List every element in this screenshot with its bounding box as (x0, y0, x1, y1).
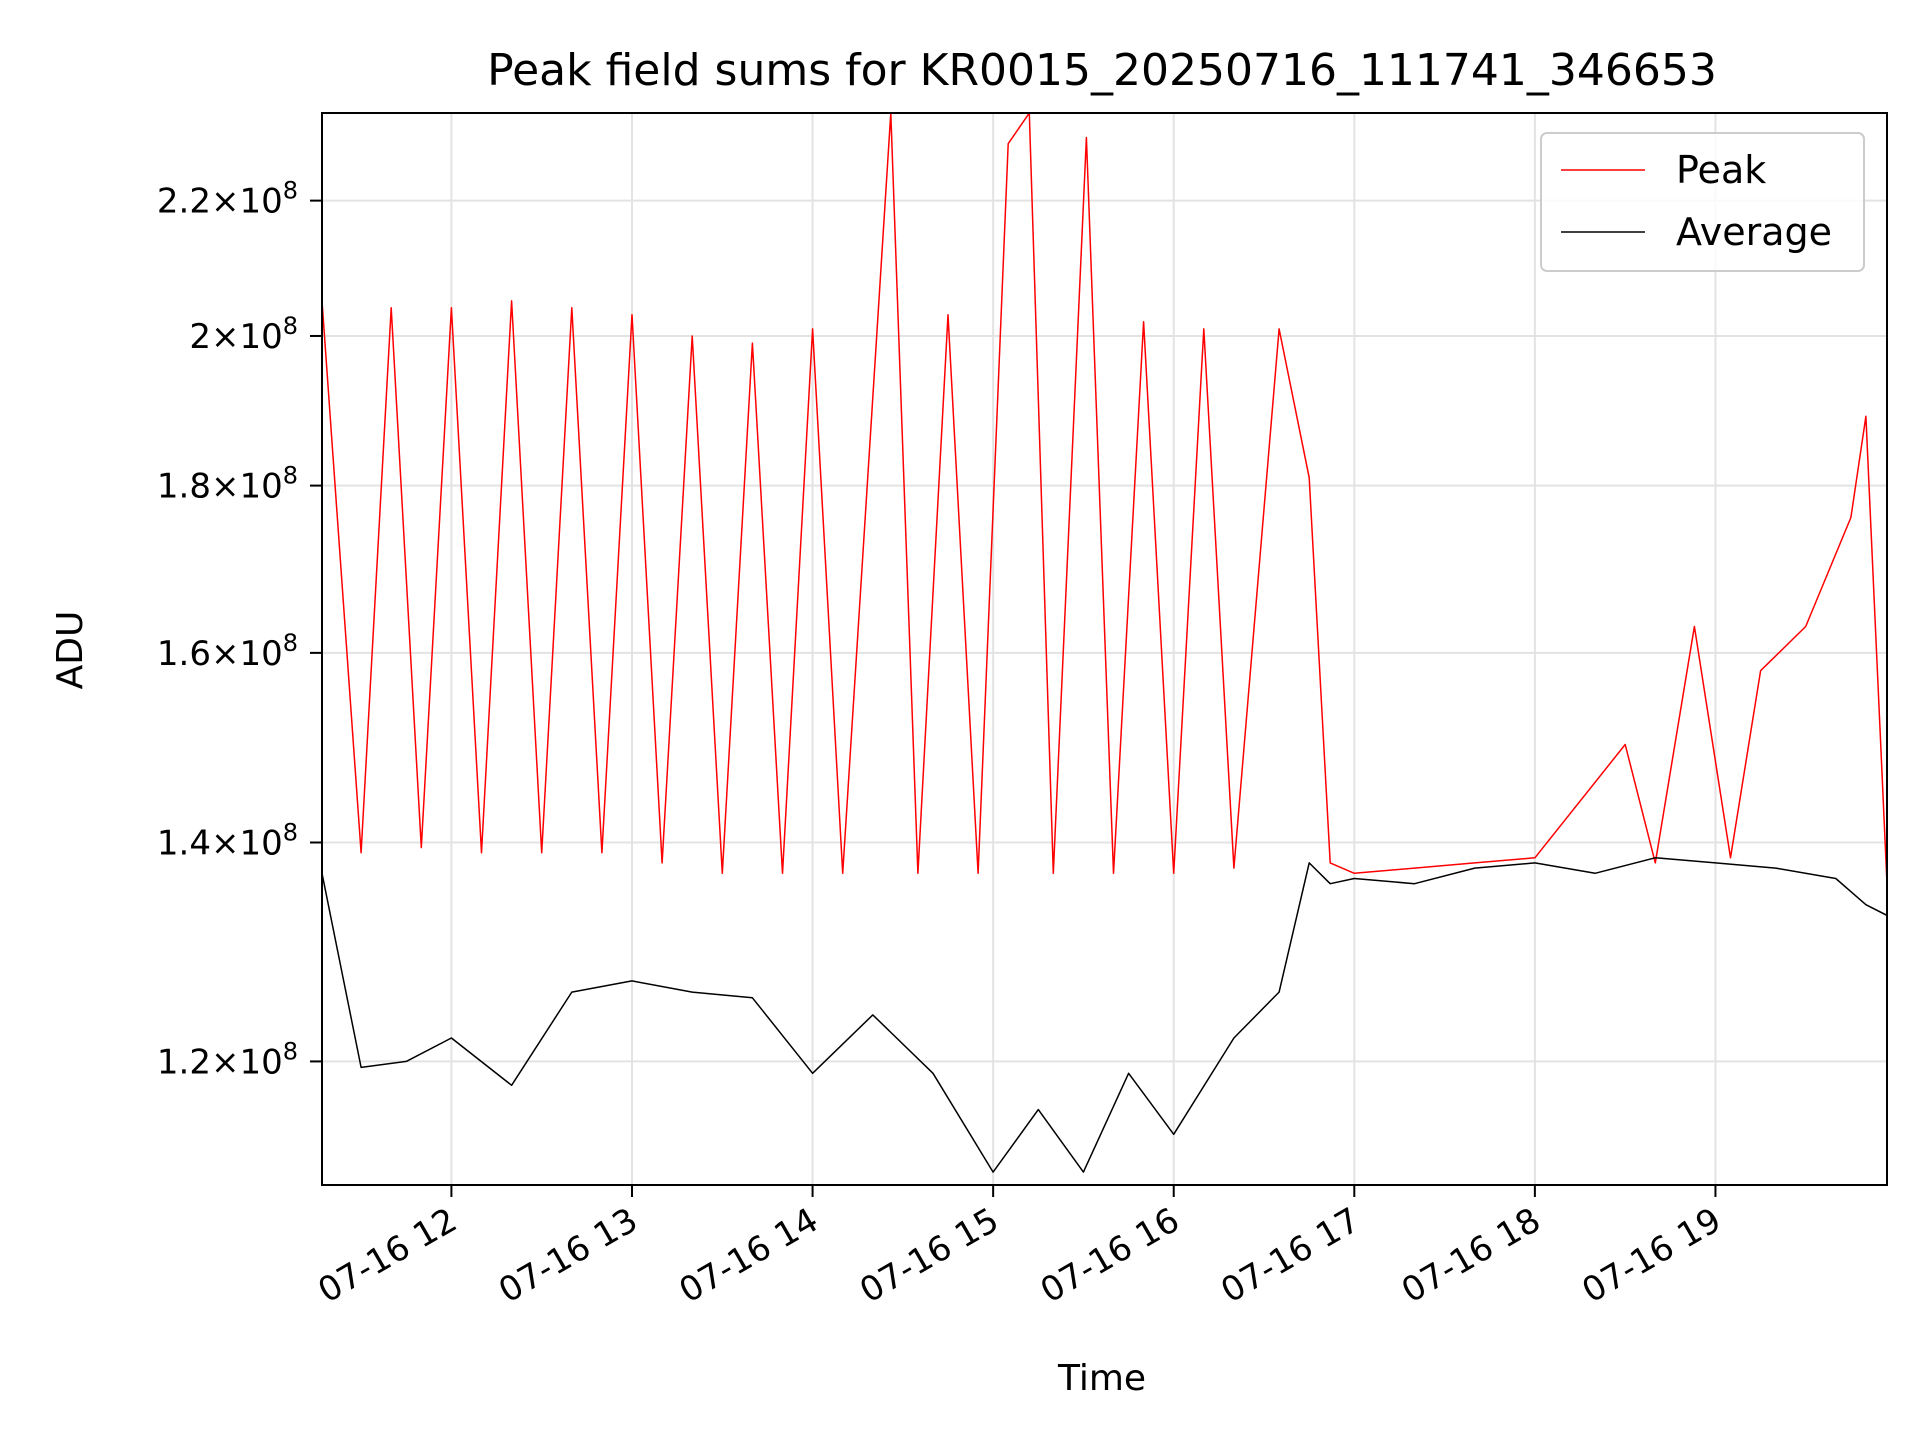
y-tick-mantissa: 1.2 (157, 1042, 211, 1082)
legend-box (1540, 132, 1865, 272)
grid-lines (322, 113, 1887, 1185)
y-tick-mantissa: 2 (189, 317, 211, 357)
legend-label-peak: Peak (1676, 148, 1766, 192)
y-tick-exponent: 8 (283, 462, 298, 490)
y-tick-label: 1.2×108 (157, 1037, 298, 1082)
series-line-peak (322, 113, 1887, 884)
legend-label-average: Average (1676, 210, 1832, 254)
y-tick-mantissa: 2.2 (157, 182, 211, 222)
y-tick-label: 2×108 (189, 312, 298, 357)
series-line-average (322, 857, 1887, 1173)
y-tick-exponent: 8 (283, 312, 298, 340)
y-tick-exponent: 8 (283, 629, 298, 657)
chart-title: Peak field sums for KR0015_20250716_1117… (487, 45, 1717, 96)
plot-frame (321, 112, 1888, 1186)
x-axis-label: Time (1057, 1358, 1146, 1399)
y-tick-label: 2.2×108 (157, 177, 298, 222)
y-tick-label: 1.4×108 (157, 819, 298, 864)
y-tick-label: 1.6×108 (157, 629, 298, 674)
series-layer (322, 113, 1887, 1173)
y-tick-mantissa: 1.6 (157, 634, 211, 674)
y-axis-ticks: 1.2×108 1.4×108 1.6×108 1.8×108 2×108 2.2×108 (157, 177, 322, 1082)
y-tick-exponent: 8 (283, 819, 298, 847)
y-tick-mantissa: 1.4 (157, 824, 211, 864)
y-tick-label: 1.8×108 (157, 462, 298, 507)
legend: Peak Average (1540, 132, 1865, 272)
axes (321, 112, 1888, 1186)
y-tick-mantissa: 1.8 (157, 467, 211, 507)
y-axis-label: ADU (50, 611, 91, 690)
y-tick-exponent: 8 (283, 177, 298, 205)
y-tick-exponent: 8 (283, 1037, 298, 1065)
